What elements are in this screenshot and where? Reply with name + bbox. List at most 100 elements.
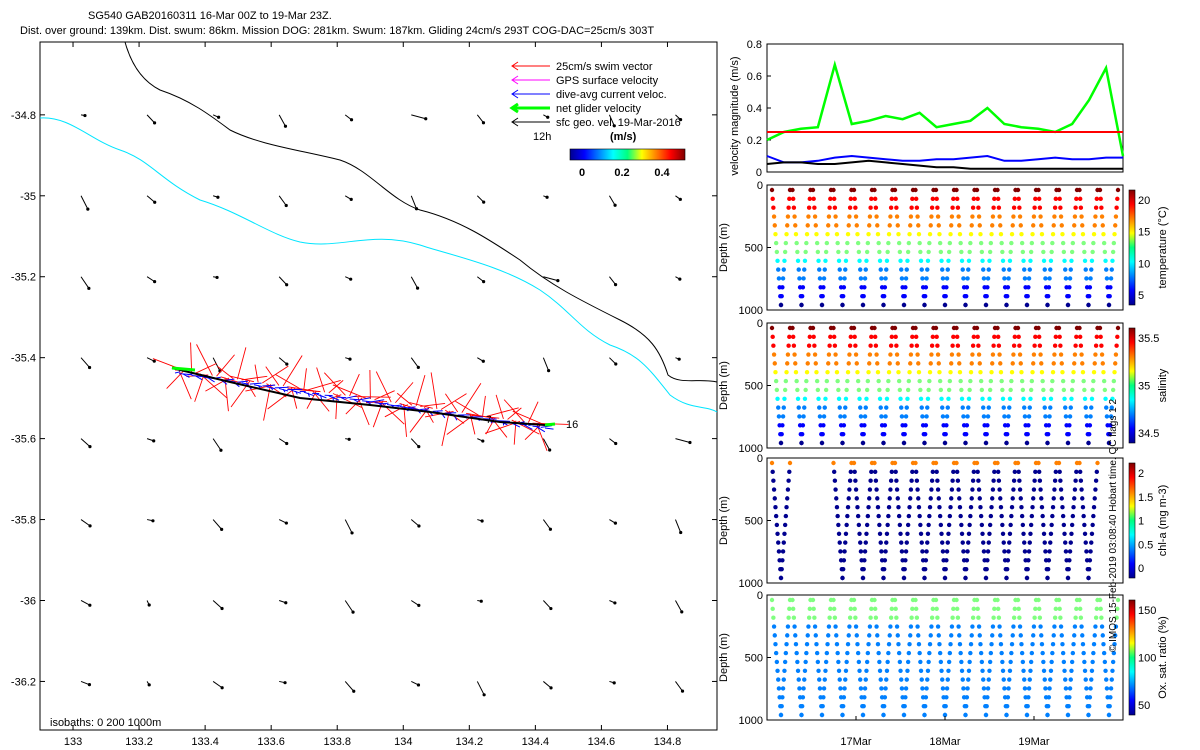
profile-sample-point xyxy=(882,423,888,428)
map-x-tick-label: 134 xyxy=(394,736,412,748)
profile-sample-point xyxy=(928,223,933,228)
profile-ylabel: Depth (m) xyxy=(718,633,730,682)
profile-sample-point xyxy=(1092,361,1097,366)
profile-sample-point xyxy=(804,378,809,384)
profile-sample-point xyxy=(1062,396,1067,401)
profile-sample-point xyxy=(873,343,879,348)
profile-sample-point xyxy=(887,361,892,366)
map-x-tick-label: 134.8 xyxy=(654,736,682,748)
profile-sample-point xyxy=(927,650,932,656)
profile-sample-point xyxy=(1021,396,1026,401)
profile-sample-point xyxy=(1006,276,1011,281)
profile-sample-point xyxy=(901,712,907,718)
swim-vector xyxy=(503,399,525,423)
profile-sample-point xyxy=(997,624,1002,629)
profile-sample-point xyxy=(1002,549,1007,554)
geo-velocity-arrow xyxy=(344,600,354,613)
profile-sample-point xyxy=(899,414,905,419)
profile-sample-point xyxy=(998,361,1003,366)
profile-sample-point xyxy=(898,668,903,673)
profile-sample-point xyxy=(1036,460,1041,466)
profile-sample-point xyxy=(995,187,1000,193)
profile-sample-point xyxy=(872,597,877,603)
profile-sample-point xyxy=(1048,668,1054,673)
profile-sample-point xyxy=(819,712,825,718)
profile-sample-point xyxy=(981,677,986,682)
profile-sample-point xyxy=(1059,223,1064,228)
swim-vector xyxy=(262,365,289,384)
profile-sample-point xyxy=(852,606,857,612)
dac-vector xyxy=(386,404,400,407)
profile-sample-point xyxy=(821,686,827,691)
profile-sample-point xyxy=(1021,258,1026,263)
profile-sample-point xyxy=(865,650,871,656)
profile-sample-point xyxy=(920,549,925,554)
profile-sample-point xyxy=(780,558,785,563)
profile-y-tick-label: 500 xyxy=(745,381,763,393)
map-x-tick-label: 133 xyxy=(64,736,82,748)
profile-sample-point xyxy=(1058,624,1064,629)
profile-sample-point xyxy=(1019,378,1025,384)
profile-sample-point xyxy=(1056,597,1062,603)
profile-sample-point xyxy=(1068,267,1073,272)
profile-sample-point xyxy=(913,325,918,331)
legend-label: GPS surface velocity xyxy=(556,75,659,87)
profile-sample-point xyxy=(1084,276,1089,281)
profile-colorbar-label: temperature (°C) xyxy=(1157,206,1169,288)
profile-sample-point xyxy=(1108,695,1113,700)
profile-sample-point xyxy=(1082,258,1088,263)
profile-sample-point xyxy=(944,285,949,290)
profile-sample-point xyxy=(1039,505,1045,510)
profile-sample-point xyxy=(1082,249,1087,255)
profile-sample-point xyxy=(914,615,920,620)
profile-sample-point xyxy=(936,633,941,638)
profile-sample-point xyxy=(1032,615,1037,620)
geo-velocity-arrowhead xyxy=(285,441,289,446)
profile-sample-point xyxy=(990,223,995,228)
profile-sample-point xyxy=(1089,540,1094,545)
profile-sample-point xyxy=(903,558,908,563)
profile-sample-point xyxy=(974,187,980,193)
profile-sample-point xyxy=(1052,352,1057,357)
map-y-tick-label: -35.8 xyxy=(11,515,36,527)
profile-sample-point xyxy=(974,460,980,466)
profile-sample-point xyxy=(1099,343,1104,348)
profile-sample-point xyxy=(799,302,804,308)
profile-sample-point xyxy=(844,659,849,665)
profile-sample-point xyxy=(903,414,909,419)
profile-colorbar-tick-label: 0 xyxy=(1138,563,1144,575)
profile-sample-point xyxy=(929,352,934,357)
geo-velocity-arrowhead xyxy=(152,121,157,125)
profile-sample-point xyxy=(1018,633,1023,638)
profile-sample-point xyxy=(1110,258,1115,263)
profile-sample-point xyxy=(999,513,1004,519)
profile-sample-point xyxy=(1039,370,1045,375)
profile-sample-point xyxy=(930,469,936,475)
profile-sample-point xyxy=(920,686,925,691)
profile-sample-point xyxy=(940,405,945,410)
profile-sample-point xyxy=(984,566,989,572)
profile-sample-point xyxy=(786,343,791,348)
profile-sample-point xyxy=(926,659,931,665)
profile-colorbar-tick-label: 100 xyxy=(1138,653,1156,665)
profile-sample-point xyxy=(1082,387,1087,393)
profile-sample-point xyxy=(1088,414,1093,419)
profile-sample-point xyxy=(1060,378,1066,384)
profile-sample-point xyxy=(1072,352,1078,357)
profile-sample-point xyxy=(787,334,792,340)
profile-sample-point xyxy=(947,650,953,656)
profile-sample-point xyxy=(793,223,798,228)
profile-sample-point xyxy=(1100,223,1105,228)
geo-velocity-arrow xyxy=(410,195,417,209)
profile-sample-point xyxy=(1058,352,1064,357)
profile-sample-point xyxy=(954,606,960,612)
profile-ylabel: Depth (m) xyxy=(718,361,730,410)
profile-sample-point xyxy=(883,549,888,554)
profile-sample-point xyxy=(1032,205,1037,210)
profile-sample-point xyxy=(865,240,871,246)
profile-sample-point xyxy=(1016,469,1021,475)
profile-sample-point xyxy=(1090,659,1095,665)
profile-sample-point xyxy=(772,496,777,501)
profile-sample-point xyxy=(878,267,883,272)
